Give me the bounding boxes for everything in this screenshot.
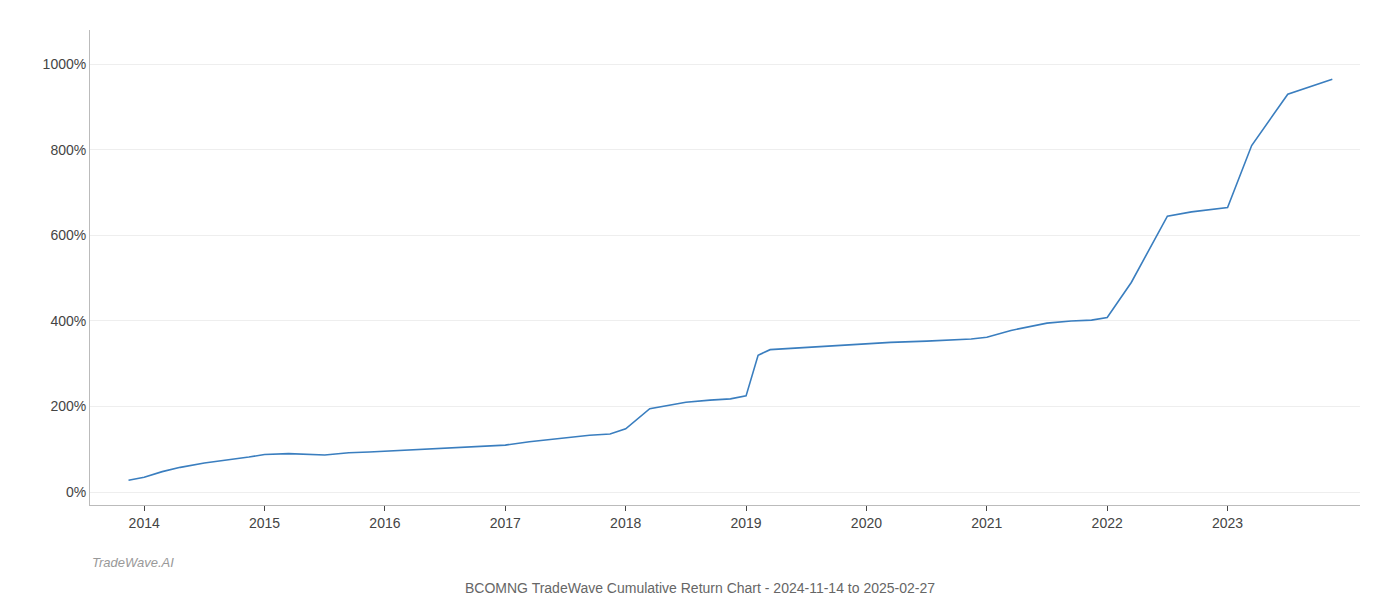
svg-text:2018: 2018 — [610, 515, 641, 531]
svg-text:2016: 2016 — [369, 515, 400, 531]
svg-text:0%: 0% — [66, 484, 86, 500]
svg-text:2023: 2023 — [1212, 515, 1243, 531]
svg-text:BCOMNG TradeWave Cumulative Re: BCOMNG TradeWave Cumulative Return Chart… — [465, 580, 935, 596]
svg-text:400%: 400% — [50, 313, 86, 329]
svg-text:TradeWave.AI: TradeWave.AI — [92, 555, 174, 570]
svg-text:2021: 2021 — [971, 515, 1002, 531]
svg-text:2017: 2017 — [490, 515, 521, 531]
svg-text:2019: 2019 — [730, 515, 761, 531]
svg-text:2022: 2022 — [1092, 515, 1123, 531]
svg-text:1000%: 1000% — [43, 56, 87, 72]
svg-text:2015: 2015 — [249, 515, 280, 531]
svg-text:800%: 800% — [50, 142, 86, 158]
svg-text:200%: 200% — [50, 398, 86, 414]
svg-text:2020: 2020 — [851, 515, 882, 531]
svg-text:2014: 2014 — [129, 515, 160, 531]
svg-text:600%: 600% — [50, 227, 86, 243]
